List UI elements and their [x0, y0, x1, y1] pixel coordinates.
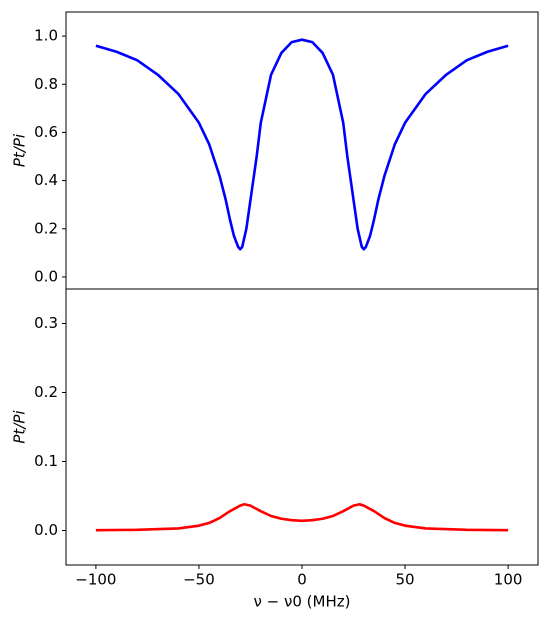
y-tick-label: 0.8	[34, 75, 58, 93]
x-axis-label: ν − ν0 (MHz)	[254, 593, 351, 611]
line-series	[95, 38, 509, 251]
y-tick-label: 0.3	[34, 314, 58, 332]
y-tick-label: 1.0	[34, 27, 58, 45]
y-tick-label: 0.4	[34, 171, 58, 189]
y-tick-label: 0.0	[34, 521, 58, 539]
y-tick-label: 0.1	[34, 452, 58, 470]
y-tick-label: 0.2	[34, 219, 58, 237]
y-tick-label: 0.0	[34, 267, 58, 285]
x-tick-label: 50	[396, 571, 415, 589]
x-tick-label: 100	[494, 571, 523, 589]
plot-frame	[65, 11, 539, 290]
x-tick-label: −100	[75, 571, 116, 589]
x-tick-label: 0	[297, 571, 307, 589]
x-tick-label: −50	[183, 571, 215, 589]
plot-frame	[65, 288, 539, 566]
y-tick-label: 0.2	[34, 383, 58, 401]
y-tick-label: 0.6	[34, 123, 58, 141]
y-axis-label: Pt/Pi	[11, 410, 29, 444]
y-axis-label: Pt/Pi	[11, 133, 29, 167]
line-series	[95, 502, 509, 532]
